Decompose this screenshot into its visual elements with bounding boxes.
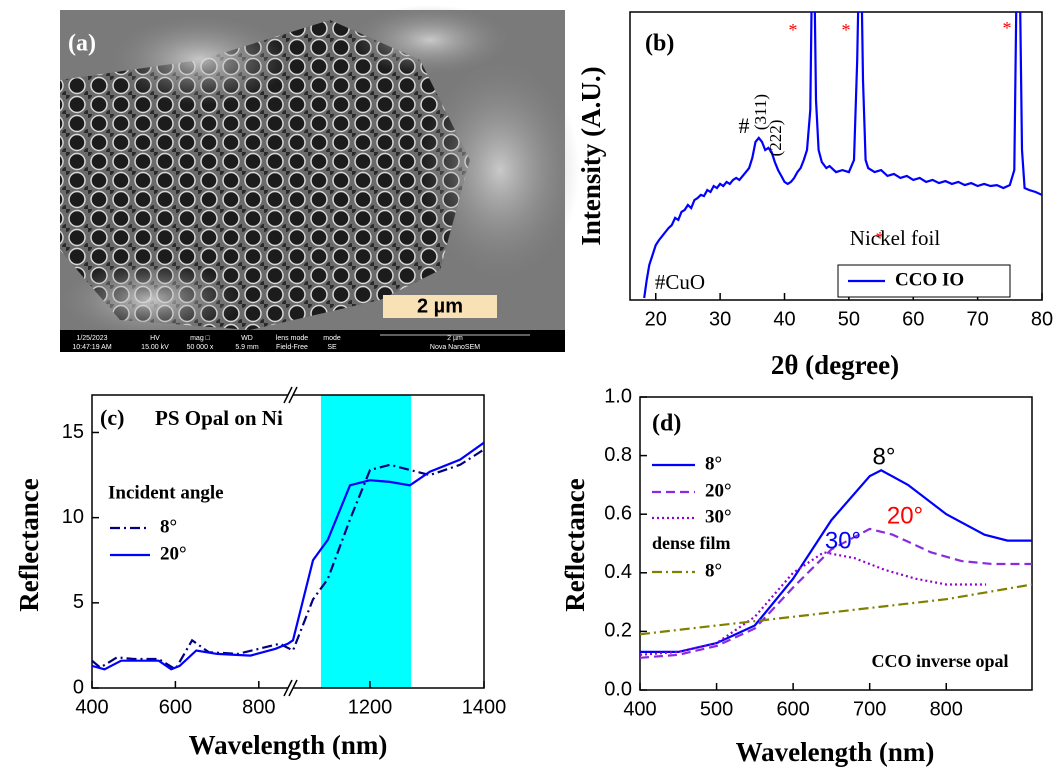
legend-label: 8° — [160, 516, 177, 537]
x-tick-label: 50 — [838, 308, 860, 330]
x-tick-label: 500 — [700, 698, 733, 720]
y-axis-label: Reflectance — [560, 478, 590, 611]
page: {"image_panel":{"label":"(a)","scale_bar… — [0, 0, 1055, 771]
annotation: (c) — [100, 405, 124, 430]
chart-panel: 400 600 800 1200 1400 0 5 10 15 Wavelength (nm) Re… — [14, 387, 506, 760]
info-text: 5.9 mm — [235, 344, 259, 351]
legend-label: CCO IO — [895, 269, 964, 290]
annotation: Nickel foil — [850, 226, 941, 250]
annotation: # — [739, 113, 750, 138]
info-bar — [60, 330, 565, 352]
x-tick-label: 800 — [242, 696, 275, 718]
y-tick-label: 15 — [62, 421, 84, 443]
flake — [420, 60, 580, 280]
info-text: SE — [327, 344, 337, 351]
data-line — [92, 443, 484, 670]
annotation: 20° — [887, 502, 923, 529]
info-text: 1/25/2023 — [76, 335, 107, 342]
figure: 2 µm (a) 1/25/2023 10:47:19 AM HV 15.00 kV m… — [0, 0, 1055, 771]
x-tick-label: 40 — [773, 308, 795, 330]
y-axis-label: Reflectance — [14, 478, 44, 611]
annotation: dense film — [652, 533, 731, 553]
y-tick-label: 0.6 — [604, 502, 632, 524]
x-axis-label: 2θ (degree) — [771, 350, 899, 380]
x-tick-label: 400 — [75, 696, 108, 718]
x-tick-label: 70 — [967, 308, 989, 330]
legend-title: Incident angle — [108, 482, 224, 503]
y-tick-label: 0.4 — [604, 561, 632, 583]
y-tick-label: 0.2 — [604, 620, 632, 642]
info-text: Nova NanoSEM — [430, 344, 480, 351]
y-axis-label: Intensity (A.U.) — [576, 66, 606, 245]
y-tick-label: 0 — [73, 676, 84, 698]
panel-label: (a) — [68, 31, 96, 57]
x-tick-label: 800 — [930, 698, 963, 720]
annotation: * — [842, 20, 851, 40]
info-text: HV — [150, 335, 160, 342]
annotation: (222) — [766, 120, 785, 157]
scale-bar-label: 2 µm — [417, 295, 463, 317]
x-tick-label: 600 — [776, 698, 809, 720]
annotation: CCO inverse opal — [872, 651, 1009, 671]
y-tick-label: 0.0 — [604, 678, 632, 700]
x-tick-label: 600 — [159, 696, 192, 718]
chart-panel: 20 30 40 50 60 70 80 2θ (degree) Intensity (A.U.… — [576, 0, 1053, 380]
x-tick-label: 400 — [623, 698, 656, 720]
x-tick-label: 30 — [709, 308, 731, 330]
annotation: 8° — [873, 443, 896, 470]
info-text: 2 µm — [447, 335, 463, 342]
data-line — [640, 585, 1032, 635]
highlight-band — [321, 395, 411, 688]
info-text: 10:47:19 AM — [72, 344, 111, 351]
plot-frame — [630, 12, 1042, 300]
x-tick-label: 80 — [1031, 308, 1053, 330]
legend-label: 20° — [705, 480, 732, 501]
x-axis-label: Wavelength (nm) — [736, 737, 935, 767]
y-tick-label: 10 — [62, 506, 84, 528]
flake — [110, 15, 290, 105]
info-text: Field-Free — [276, 344, 308, 351]
annotation: (d) — [652, 411, 681, 437]
chart-panel: 400 500 600 700 800 0.0 0.2 0.4 0.6 0.8 1.0 Wavelen… — [560, 385, 1032, 767]
info-text: mag □ — [190, 335, 211, 342]
x-tick-label: 60 — [902, 308, 924, 330]
legend-label: 20° — [160, 543, 187, 564]
info-text: WD — [241, 335, 253, 342]
flake — [60, 260, 240, 340]
x-tick-label: 20 — [645, 308, 667, 330]
x-tick-label: 700 — [853, 698, 886, 720]
annotation: PS Opal on Ni — [155, 406, 283, 430]
annotation: (b) — [645, 31, 674, 57]
annotation: * — [789, 20, 798, 40]
data-line — [644, 0, 1042, 298]
y-tick-label: 1.0 — [604, 385, 632, 407]
x-tick-label: 1400 — [462, 696, 507, 718]
info-text: 15.00 kV — [141, 344, 169, 351]
annotation: 30° — [825, 527, 861, 554]
legend-label: 8° — [705, 560, 722, 581]
legend-label: 8° — [705, 453, 722, 474]
sem-image: 2 µm (a) — [60, 5, 580, 352]
info-text: lens mode — [276, 335, 308, 342]
info-text: 50 000 x — [187, 344, 214, 351]
info-text: mode — [323, 335, 341, 342]
flake — [350, 5, 510, 75]
legend-label: 30° — [705, 506, 732, 527]
x-tick-label: 1200 — [348, 696, 393, 718]
y-tick-label: 5 — [73, 591, 84, 613]
y-tick-label: 0.8 — [604, 444, 632, 466]
x-axis-label: Wavelength (nm) — [189, 730, 388, 760]
annotation: #CuO — [655, 270, 705, 294]
annotation: * — [1003, 18, 1012, 38]
